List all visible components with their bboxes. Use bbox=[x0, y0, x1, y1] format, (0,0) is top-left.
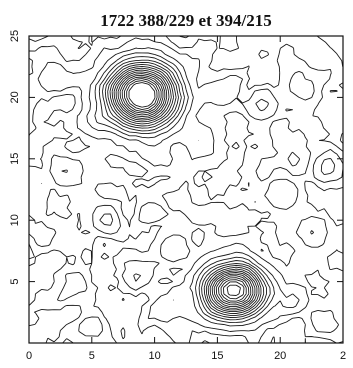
contour-level-19 bbox=[128, 82, 156, 108]
contour-level-5 bbox=[94, 52, 276, 324]
contour-level-18 bbox=[126, 80, 241, 296]
x-tick-label-0: 0 bbox=[26, 350, 32, 362]
contour-level-3 bbox=[28, 37, 344, 337]
contour-level-4 bbox=[61, 47, 336, 327]
x-tick-label-5: 5 bbox=[89, 350, 95, 362]
contour-level-10 bbox=[109, 65, 260, 313]
x-tick-label-15: 15 bbox=[211, 350, 223, 362]
contour-level-13 bbox=[115, 71, 254, 308]
y-tick-label-5: 5 bbox=[9, 279, 21, 285]
y-tick-label-20: 20 bbox=[9, 91, 21, 103]
x-tick-label-20: 20 bbox=[274, 350, 286, 362]
y-tick-label-15: 15 bbox=[9, 153, 21, 165]
contour-level-14 bbox=[117, 73, 252, 306]
contour-level-11 bbox=[111, 67, 258, 311]
contour-level-16 bbox=[121, 76, 247, 302]
y-tick-label-10: 10 bbox=[9, 214, 21, 226]
contour-level-1 bbox=[28, 35, 344, 344]
y-tick-label-25: 25 bbox=[9, 30, 21, 42]
x-tick-label-10: 10 bbox=[148, 350, 160, 362]
chart-title: 1722 388/229 et 394/215 bbox=[100, 11, 271, 30]
contour-level-15 bbox=[119, 74, 250, 304]
contour-level-6 bbox=[98, 56, 271, 321]
x-tick-label-25: 2 bbox=[340, 350, 346, 362]
contour-level-8 bbox=[104, 61, 265, 316]
contour-level-7 bbox=[102, 59, 267, 318]
contour-level-12 bbox=[113, 69, 256, 309]
contour-level-2 bbox=[28, 35, 344, 344]
plot-frame bbox=[28, 35, 344, 344]
contour-level-9 bbox=[107, 63, 262, 314]
contour-level-17 bbox=[123, 78, 245, 300]
contour-lines bbox=[28, 35, 344, 344]
